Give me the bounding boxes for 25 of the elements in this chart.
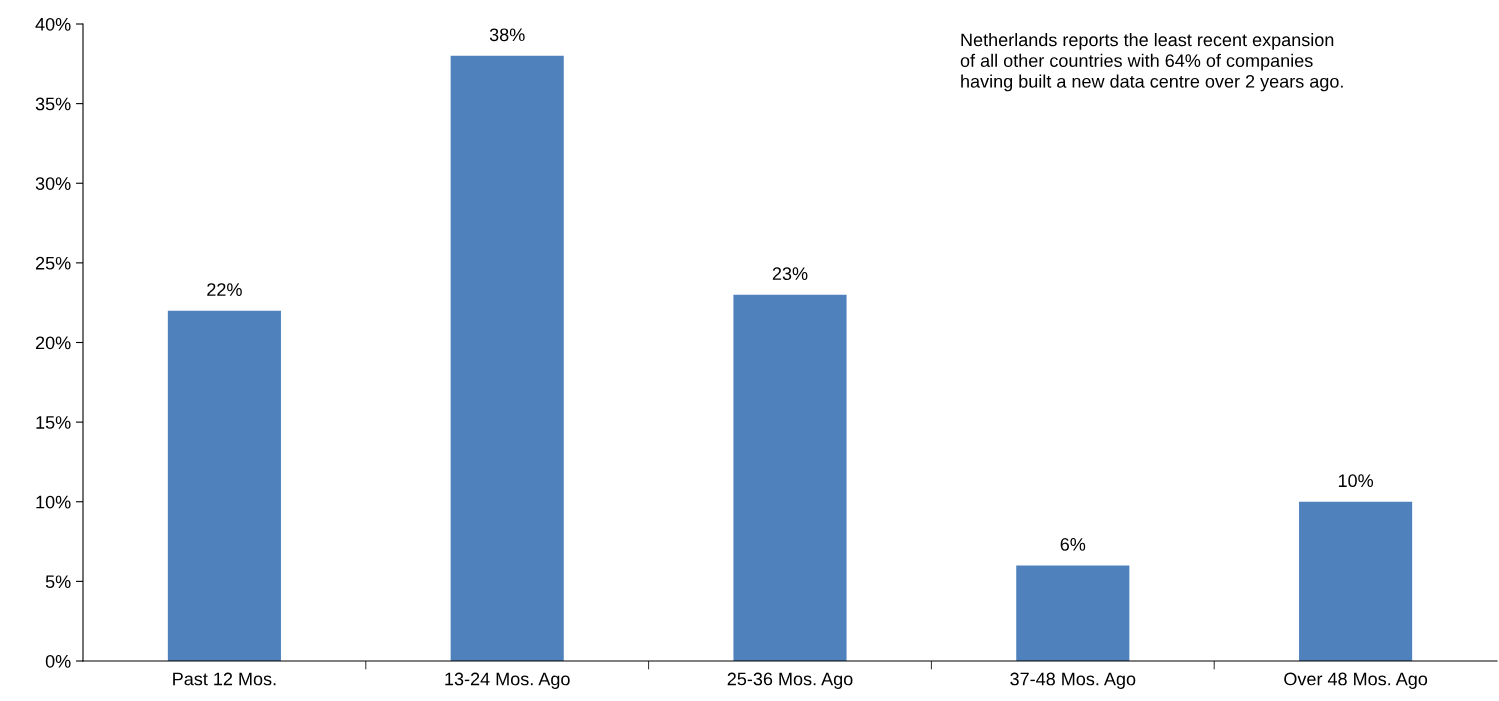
data-label: 10% xyxy=(1338,474,1374,488)
annotation: Netherlands reports the least recent expansion of all other countries with 64% of companies having built a new data centre over 2 years ago. xyxy=(960,33,1343,92)
x-tick-label: 37-48 Mos. Ago xyxy=(1010,672,1136,689)
x-tick-label: 25-36 Mos. Ago xyxy=(727,672,853,689)
x-tick-label: Past 12 Mos. xyxy=(173,672,276,686)
data-label: 22% xyxy=(207,283,242,296)
bar xyxy=(1299,501,1413,661)
y-tick-label: 35% xyxy=(35,97,71,111)
y-tick-label: 25% xyxy=(35,256,71,270)
y-tick-label: 10% xyxy=(36,495,71,509)
x-tick-label: Over 48 Mos. Ago xyxy=(1284,672,1428,689)
y-tick-label: 0% xyxy=(45,654,71,668)
y-tick-label: 40% xyxy=(35,17,71,31)
bar xyxy=(167,310,281,661)
data-label: 38% xyxy=(489,28,525,42)
bar xyxy=(1016,565,1130,661)
y-tick-label: 5% xyxy=(45,575,71,589)
x-tick-label: 13-24 Mos. Ago xyxy=(445,672,570,689)
bar xyxy=(450,55,564,661)
y-tick-label: 20% xyxy=(35,336,71,350)
y-tick-label: 15% xyxy=(36,416,71,429)
data-label: 23% xyxy=(772,267,808,281)
y-tick-label: 30% xyxy=(35,177,71,190)
data-label: 6% xyxy=(1060,537,1086,551)
bar xyxy=(733,294,847,661)
